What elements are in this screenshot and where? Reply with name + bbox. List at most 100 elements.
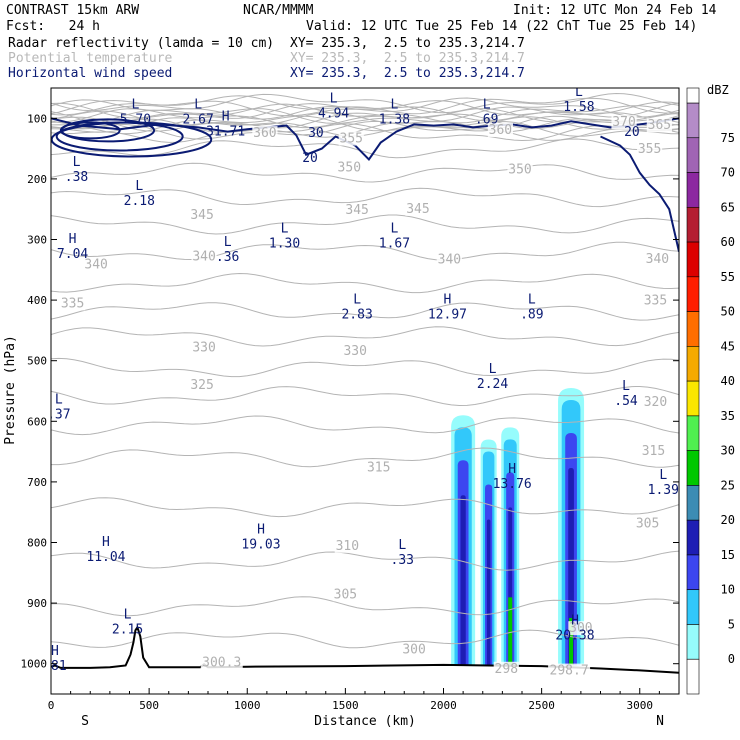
wind-contours (51, 117, 679, 252)
extremum-type-21: H (102, 535, 110, 550)
theta-label-bg-9 (344, 203, 370, 218)
theta-label-bg-1 (338, 131, 364, 146)
colorbar-level-2: 10 (721, 583, 735, 597)
theta-contour-4 (51, 101, 679, 122)
extremum-value-23: 2.15 (112, 623, 143, 638)
theta-label-25: 305 (334, 587, 357, 602)
theta-label-6: 350 (338, 161, 361, 176)
axes: 100 200 300 400 500 600 700 800 900 1000 0 500 1000 1… (21, 112, 679, 712)
x-tick-label-2: 1000 (234, 699, 261, 712)
theta-label-bg-21 (366, 460, 392, 475)
theta-contour-0 (51, 92, 679, 114)
theta-contour-9 (51, 112, 679, 133)
colorbar-level-13: 65 (721, 200, 735, 214)
field-wind: Horizontal wind speed (8, 66, 173, 81)
theta-contour-27 (51, 497, 679, 518)
extremum-value-3: 4.94 (318, 106, 349, 121)
theta-label-8: 345 (190, 208, 213, 223)
field-wind-xy: XY= 235.3, 2.5 to 235.3,214.7 (290, 66, 525, 81)
theta-label-bg-4 (646, 118, 672, 133)
theta-contour-21 (51, 302, 679, 321)
theta-label-28: 300.3 (202, 656, 241, 671)
theta-label-3: 370 (612, 115, 635, 130)
extremum-value-4: 1.38 (379, 112, 410, 127)
theta-label-bg-24 (635, 516, 661, 531)
theta-contour-16 (51, 162, 679, 183)
extremum-value-9: 1.30 (269, 237, 300, 252)
reflectivity-cell-3-core (569, 617, 574, 666)
theta-label-bg-8 (189, 207, 215, 222)
colorbar-level-9: 45 (721, 339, 735, 353)
wind-contour-labels: 30 20 20 (302, 125, 640, 166)
extremum-value-20: 19.03 (241, 538, 280, 553)
x-tick-label-5: 2500 (528, 699, 555, 712)
extremum-type-10: L (391, 222, 399, 237)
extremum-value-12: .36 (216, 250, 239, 265)
theta-label-29: 298 (495, 662, 518, 677)
extremum-type-7: L (73, 155, 81, 170)
theta-label-10: 345 (406, 202, 429, 217)
colorbar-swatch-15 (686, 137, 700, 173)
theta-label-bg-7 (507, 162, 533, 177)
field-reflectivity-xy: XY= 235.3, 2.5 to 235.3,214.7 (290, 36, 525, 51)
extremum-type-16: L (489, 362, 497, 377)
extremum-value-2: 31.71 (206, 124, 245, 139)
theta-label-bg-16 (642, 293, 669, 308)
extremum-type-1: L (194, 97, 202, 112)
theta-label-bg-23 (334, 538, 360, 553)
colorbar-level-1: 5 (728, 617, 735, 631)
theta-label-27: 300 (402, 642, 425, 657)
theta-contour-5 (51, 103, 679, 124)
theta-contour-13 (51, 120, 679, 141)
colorbar-swatch-12 (686, 241, 700, 278)
y-tick-label-0: 100 (27, 112, 47, 125)
theta-contour-15 (51, 138, 679, 159)
extremum-value-8: 2.18 (124, 194, 155, 209)
theta-label-bg-0 (252, 126, 278, 141)
x-tick-label-0: 0 (48, 699, 55, 712)
extremum-value-18: 13.76 (493, 477, 532, 492)
extremum-value-15: .89 (520, 307, 543, 322)
theta-label-24: 305 (636, 516, 659, 531)
theta-label-12: 340 (192, 250, 215, 265)
x-tick-label-3: 1500 (332, 699, 359, 712)
extremum-type-3: L (330, 91, 338, 106)
extremum-type-24: H (571, 614, 579, 629)
forecast-hour: Fcst: 24 h (6, 19, 100, 34)
field-theta-xy: XY= 235.3, 2.5 to 235.3,214.7 (290, 51, 525, 66)
y-tick-label-3: 400 (27, 294, 47, 307)
theta-contour-19 (51, 241, 679, 261)
extremum-value-0: 5.70 (120, 112, 151, 127)
theta-contour-25 (51, 415, 679, 436)
x-tick-label-1: 500 (139, 699, 159, 712)
theta-label-15: 335 (61, 296, 84, 311)
theta-label-2: 360 (489, 123, 512, 138)
theta-label-bg-30 (548, 663, 591, 678)
extremum-type-8: L (135, 179, 143, 194)
y-tick-label-7: 800 (27, 537, 47, 550)
x-axis-right-end: N (656, 714, 664, 729)
extremum-value-6: 1.58 (563, 100, 594, 115)
extremum-value-16: 2.24 (477, 377, 508, 392)
theta-contour-11 (51, 116, 679, 137)
y-tick-label-4: 500 (27, 355, 47, 368)
x-tick-label-4: 2000 (430, 699, 457, 712)
theta-label-bg-27 (401, 642, 427, 657)
colorbar-level-15: 75 (721, 131, 735, 145)
y-tick-label-8: 900 (27, 597, 47, 610)
colorbar-swatch-14 (686, 172, 700, 208)
extremum-value-11: 7.04 (57, 247, 88, 262)
colorbar-level-12: 60 (721, 235, 735, 249)
y-tick-label-5: 600 (27, 415, 47, 428)
colorbar-level-5: 25 (721, 478, 735, 492)
extremum-type-14: H (444, 292, 452, 307)
theta-label-bg-10 (405, 201, 431, 216)
colorbar-level-11: 55 (721, 270, 735, 284)
theta-label-26: 300 (569, 621, 592, 636)
theta-contour-30 (51, 629, 679, 649)
colorbar-level-14: 70 (721, 166, 735, 180)
extremum-value-5: .69 (475, 112, 498, 127)
extremum-value-24: 20.38 (555, 629, 594, 644)
extremum-type-6: L (575, 85, 583, 100)
extremum-value-1: 2.67 (183, 112, 214, 127)
